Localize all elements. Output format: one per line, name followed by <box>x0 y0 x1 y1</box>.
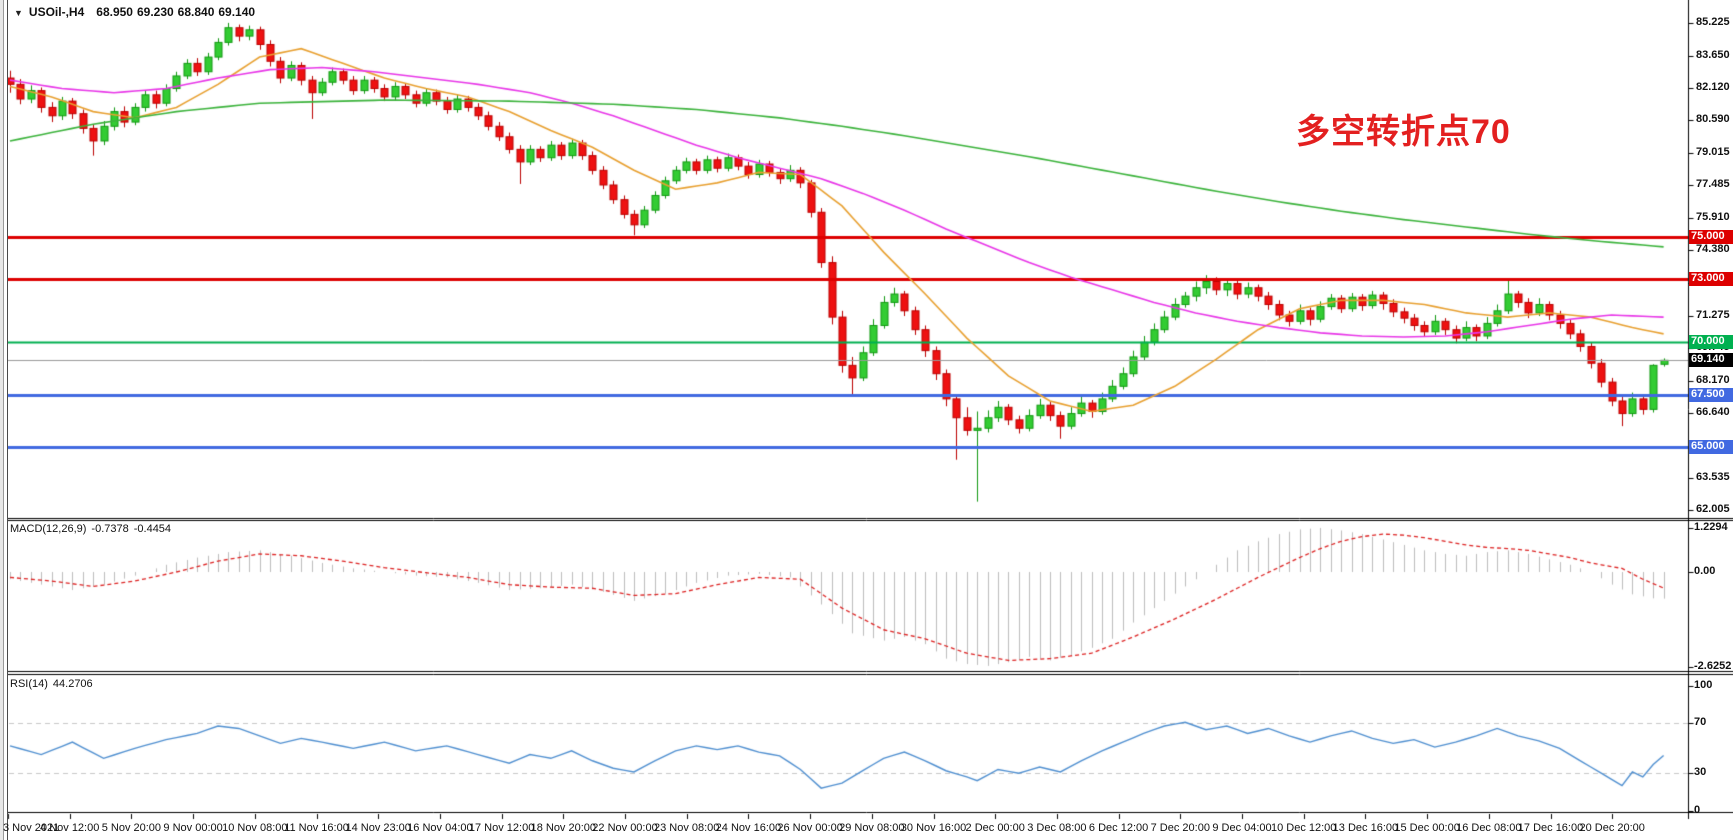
price-axis-label: 85.225 <box>1696 16 1730 28</box>
price-axis-label: 68.170 <box>1696 373 1730 386</box>
rsi-axis-label: 100 <box>1694 679 1713 692</box>
time-axis-label: 24 Nov 16:00 <box>715 822 782 834</box>
time-axis-label: 30 Nov 16:00 <box>900 822 967 834</box>
window-left-edge <box>0 0 8 840</box>
ohlc-low: 68.840 <box>177 5 215 19</box>
price-axis-label: 79.015 <box>1696 146 1730 159</box>
macd-value-signal: -0.4454 <box>133 523 172 535</box>
rsi-axis-label: 70 <box>1694 716 1707 729</box>
ohlc-close: 69.140 <box>218 5 256 19</box>
rsi-axis-label: 0 <box>1694 803 1701 816</box>
level-price-label: 75.000 <box>1689 230 1733 245</box>
time-axis-label: 11 Nov 16:00 <box>284 822 349 834</box>
macd-name: MACD(12,26,9) <box>10 523 87 535</box>
rsi-axis-label: 30 <box>1694 766 1707 779</box>
rsi-indicator-label: RSI(14) 44.2706 <box>10 678 98 690</box>
time-axis-label: 2 Dec 00:00 <box>965 822 1025 834</box>
time-axis-label: 22 Nov 00:00 <box>592 822 658 834</box>
rsi-value: 44.2706 <box>52 678 93 690</box>
chart-title: ▼ USOil-,H4 68.950 69.230 68.840 69.140 <box>14 5 259 19</box>
price-axis-label: 77.485 <box>1696 178 1730 191</box>
time-axis-label: 5 Nov 20:00 <box>101 822 162 834</box>
macd-axis-label: 0.00 <box>1694 565 1716 577</box>
time-axis-label: 14 Nov 23:00 <box>345 822 411 834</box>
rsi-name: RSI(14) <box>10 678 48 690</box>
time-axis-label: 3 Dec 08:00 <box>1027 822 1087 834</box>
macd-axis-label: -2.6252 <box>1694 659 1732 672</box>
macd-axis-label: 1.2294 <box>1694 520 1728 533</box>
time-axis-label: 7 Dec 20:00 <box>1150 822 1210 834</box>
price-axis-label: 80.590 <box>1696 113 1730 126</box>
price-axis-label: 74.380 <box>1696 243 1730 256</box>
time-axis-label: 10 Dec 12:00 <box>1270 822 1337 834</box>
price-axis-label: 71.275 <box>1696 308 1730 321</box>
time-axis-label: 18 Nov 20:00 <box>530 822 597 834</box>
level-price-label: 67.500 <box>1689 387 1733 402</box>
time-axis-label: 6 Dec 12:00 <box>1088 822 1149 834</box>
ohlc-high: 69.230 <box>136 5 174 19</box>
price-axis-label: 63.535 <box>1696 470 1730 483</box>
time-axis-label: 16 Dec 08:00 <box>1456 822 1522 834</box>
ohlc-open: 68.950 <box>96 5 133 19</box>
macd-value-main: -0.7378 <box>91 523 129 535</box>
level-price-label: 73.000 <box>1689 272 1733 287</box>
price-axis-label: 66.640 <box>1696 405 1730 418</box>
symbol-timeframe: USOil-,H4 <box>28 5 85 19</box>
price-axis-label: 82.120 <box>1696 81 1730 94</box>
time-axis-label: 17 Nov 12:00 <box>468 822 535 834</box>
time-axis-label: 26 Nov 00:00 <box>777 822 843 834</box>
price-axis-label: 75.910 <box>1696 211 1730 224</box>
macd-indicator-label: MACD(12,26,9) -0.7378 -0.4454 <box>10 523 176 535</box>
time-axis-label: 16 Nov 04:00 <box>407 822 473 834</box>
time-axis-label: 23 Nov 08:00 <box>653 822 720 834</box>
time-axis-label: 13 Dec 16:00 <box>1332 822 1399 834</box>
time-axis-label: 15 Dec 00:00 <box>1394 822 1460 834</box>
current-price-label: 69.140 <box>1689 353 1733 368</box>
time-axis-label: 17 Dec 16:00 <box>1517 822 1584 834</box>
time-axis-label: 9 Dec 04:00 <box>1212 822 1272 834</box>
time-axis-label: 29 Nov 08:00 <box>839 822 905 834</box>
price-axis-label: 62.005 <box>1696 502 1730 515</box>
time-axis-label: 9 Nov 00:00 <box>163 822 223 834</box>
time-axis-label: 20 Dec 20:00 <box>1579 822 1645 834</box>
time-axis-label: 10 Nov 08:00 <box>222 822 288 834</box>
level-price-label: 70.000 <box>1689 335 1733 350</box>
time-axis-label: 3 Nov 2021 <box>3 822 60 834</box>
annotation-text[interactable]: 多空转折点70 <box>1296 113 1511 151</box>
time-axis-label: 4 Nov 12:00 <box>40 822 100 834</box>
level-price-label: 65.000 <box>1689 440 1733 455</box>
collapse-arrow-icon[interactable]: ▼ <box>14 8 23 18</box>
price-axis-label: 83.650 <box>1696 49 1730 62</box>
